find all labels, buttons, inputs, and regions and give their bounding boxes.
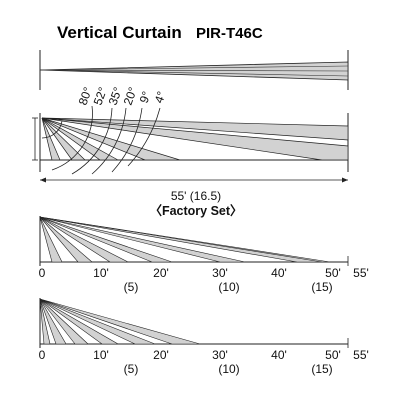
model-number: PIR-T46C	[196, 25, 263, 42]
angle-label: 35°	[106, 85, 125, 107]
zone-4deg	[41, 117, 349, 141]
chart-2-zone	[39, 298, 156, 345]
angle-arc-9	[111, 107, 143, 173]
chart-1-tick-ft: 10'	[93, 266, 109, 280]
range-label: 55' (16.5)	[171, 189, 221, 203]
side-view: 80° 52° 35° 20° 9° 4° 55' (16.5) 〈Factor…	[32, 85, 349, 218]
coverage-chart-1: 0 10' 20' 30' 40' 50' 55' (5) (10) (15)	[39, 216, 369, 294]
angle-label: 80°	[76, 85, 95, 107]
range-arrow-left	[40, 177, 46, 183]
chart-2-tick-ft: 40'	[271, 348, 287, 362]
zone-52deg	[41, 117, 86, 161]
chart-2-zone	[39, 298, 89, 345]
chart-2-zone	[39, 298, 67, 345]
chart-1-tick-ft: 55'	[353, 266, 369, 280]
chart-2-tick-ft: 50'	[325, 348, 341, 362]
chart-1-zone	[39, 216, 93, 263]
chart-2-tick-ft: 0	[39, 348, 46, 362]
range-arrow-right	[342, 177, 348, 183]
chart-2-zone	[39, 298, 51, 345]
top-view-beam-line	[39, 69, 349, 72]
chart-2-zone	[39, 298, 120, 345]
chart-2-tick-ft: 30'	[212, 348, 228, 362]
chart-2-tick-ft: 10'	[93, 348, 109, 362]
diagram-title: Vertical Curtain	[57, 23, 182, 42]
zone-20deg	[41, 117, 181, 161]
chart-2-zone	[39, 298, 201, 345]
chart-1-tick-ft: 0	[39, 266, 46, 280]
chart-1-zone	[39, 216, 63, 263]
factory-set-label: 〈Factory Set〉	[149, 203, 242, 218]
zone-35deg	[41, 117, 119, 161]
top-view-beam-line	[39, 69, 349, 77]
chart-1-tick-m: (5)	[124, 280, 139, 294]
chart-1-tick-ft: 40'	[271, 266, 287, 280]
angle-arc-35	[71, 107, 113, 175]
top-view	[39, 50, 349, 90]
chart-1-tick-ft: 20'	[153, 266, 169, 280]
chart-1-zone	[39, 216, 173, 263]
chart-2-tick-m: (5)	[124, 362, 139, 376]
chart-1-zone	[39, 216, 129, 263]
chart-2-tick-ft: 20'	[153, 348, 169, 362]
zone-80deg	[41, 117, 61, 161]
angle-arc-80	[41, 120, 63, 139]
chart-2-tick-m: (15)	[311, 362, 332, 376]
zone-9deg	[41, 117, 349, 161]
top-view-beam-line	[39, 65, 349, 71]
chart-1-tick-ft: 30'	[212, 266, 228, 280]
angle-arc-4	[127, 107, 161, 167]
chart-1-tick-ft: 50'	[325, 266, 341, 280]
angle-label: 9°	[137, 89, 154, 105]
angle-arc-20	[91, 107, 127, 175]
chart-1-tick-m: (15)	[311, 280, 332, 294]
angle-arc-52	[51, 105, 93, 171]
chart-1-zone	[39, 216, 246, 263]
chart-1-zone	[39, 216, 331, 263]
coverage-chart-2: 0 10' 20' 30' 40' 50' 55' (5) (10) (15)	[39, 298, 369, 376]
angle-label: 52°	[91, 85, 110, 107]
chart-1-beam	[39, 216, 323, 263]
angle-label: 4°	[152, 89, 169, 105]
chart-1-tick-m: (10)	[218, 280, 239, 294]
chart-2-tick-m: (10)	[218, 362, 239, 376]
angle-label: 20°	[121, 85, 140, 107]
chart-2-tick-ft: 55'	[353, 348, 369, 362]
